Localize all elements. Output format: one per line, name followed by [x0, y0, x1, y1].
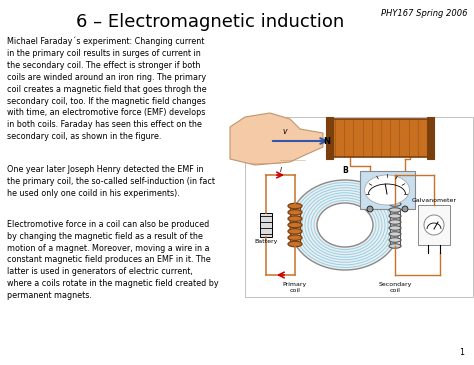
FancyBboxPatch shape [245, 117, 473, 297]
Text: Michael Faraday´s experiment: Changing current
in the primary coil results in su: Michael Faraday´s experiment: Changing c… [7, 37, 207, 141]
FancyBboxPatch shape [330, 119, 430, 157]
FancyBboxPatch shape [360, 171, 415, 209]
Ellipse shape [389, 232, 401, 236]
Text: B: B [342, 166, 348, 175]
Ellipse shape [288, 216, 302, 222]
Text: Galvanometer: Galvanometer [411, 198, 456, 203]
Text: Electromotive force in a coil can also be produced
by changing the magnetic fiel: Electromotive force in a coil can also b… [7, 220, 219, 300]
Ellipse shape [288, 228, 302, 234]
Ellipse shape [288, 222, 302, 228]
Ellipse shape [389, 208, 401, 212]
Ellipse shape [424, 215, 444, 235]
Ellipse shape [317, 203, 373, 247]
Ellipse shape [288, 210, 302, 215]
Text: One year later Joseph Henry detected the EMF in
the primary coil, the so-called : One year later Joseph Henry detected the… [7, 165, 215, 197]
FancyBboxPatch shape [260, 213, 272, 237]
Ellipse shape [288, 235, 302, 241]
Ellipse shape [288, 203, 302, 209]
Polygon shape [230, 113, 323, 165]
Ellipse shape [389, 202, 401, 206]
Ellipse shape [389, 244, 401, 248]
FancyBboxPatch shape [427, 117, 434, 159]
Ellipse shape [290, 180, 400, 270]
Ellipse shape [365, 175, 410, 205]
Text: 1: 1 [459, 348, 464, 357]
Text: Secondary
coil: Secondary coil [378, 282, 412, 293]
Ellipse shape [288, 241, 302, 247]
Text: PHY167 Spring 2006: PHY167 Spring 2006 [382, 9, 468, 18]
Ellipse shape [389, 226, 401, 230]
Ellipse shape [389, 214, 401, 218]
FancyBboxPatch shape [418, 205, 450, 245]
Ellipse shape [389, 238, 401, 242]
Ellipse shape [389, 220, 401, 224]
Text: I: I [280, 167, 282, 173]
Text: Battery: Battery [255, 239, 278, 244]
Circle shape [367, 206, 373, 212]
Text: v: v [283, 127, 287, 136]
Text: 6 – Electromagnetic induction: 6 – Electromagnetic induction [76, 13, 344, 31]
Circle shape [402, 206, 408, 212]
Text: Primary
coil: Primary coil [283, 282, 307, 293]
Text: N: N [323, 137, 330, 146]
FancyBboxPatch shape [326, 117, 333, 159]
